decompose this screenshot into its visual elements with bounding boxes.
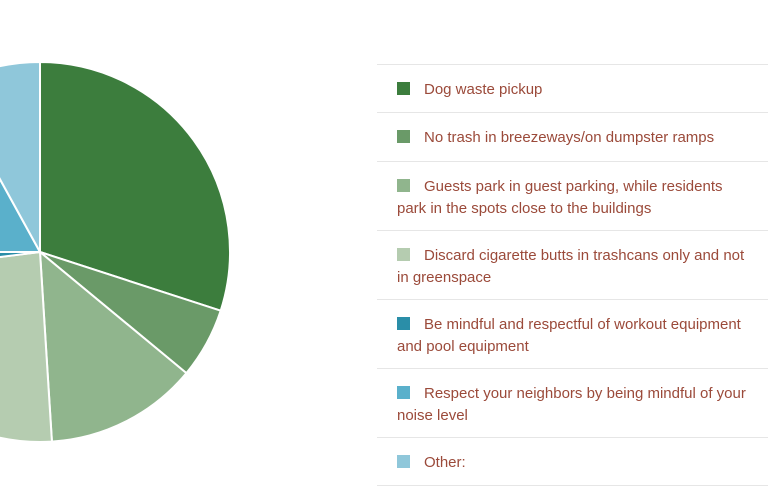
legend-label: Dog waste pickup <box>424 81 543 98</box>
legend-label: No trash in breezeways/on dumpster ramps <box>424 129 715 146</box>
legend-swatch <box>397 386 410 399</box>
legend-label: Be mindful and respectful of workout equ… <box>424 316 741 333</box>
legend-item: Other: <box>377 438 768 486</box>
legend-item: Be mindful and respectful of workout equ… <box>377 300 768 369</box>
legend-item: Respect your neighbors by being mindful … <box>377 369 768 438</box>
legend-swatch <box>397 317 410 330</box>
pie-slice-1[interactable] <box>39 60 231 312</box>
chart-legend: Dog waste pickup No trash in breezeways/o… <box>377 64 768 486</box>
legend-item: Discard cigarette butts in trashcans onl… <box>377 231 768 300</box>
legend-label-continued: park in the spots close to the buildings <box>397 200 652 217</box>
legend-label-continued: noise level <box>397 407 468 424</box>
legend-swatch <box>397 82 410 95</box>
legend-label: Guests park in guest parking, while resi… <box>424 178 723 195</box>
pie-chart <box>0 60 231 443</box>
legend-swatch <box>397 130 410 143</box>
pie-slice-7[interactable] <box>0 60 41 253</box>
legend-swatch <box>397 179 410 192</box>
legend-swatch <box>397 248 410 261</box>
legend-label: Respect your neighbors by being mindful … <box>424 385 746 402</box>
legend-label: Other: <box>424 454 466 471</box>
pie-slice-4[interactable] <box>0 250 53 443</box>
pie-slice-5[interactable] <box>0 251 41 276</box>
legend-item: Dog waste pickup <box>377 65 768 113</box>
legend-item: Guests park in guest parking, while resi… <box>377 162 768 231</box>
legend-label: Discard cigarette butts in trashcans onl… <box>424 247 745 264</box>
legend-label-continued: and pool equipment <box>397 338 529 355</box>
legend-item: No trash in breezeways/on dumpster ramps <box>377 113 768 162</box>
legend-label-continued: in greenspace <box>397 269 492 286</box>
pie-slice-3[interactable] <box>38 249 188 443</box>
legend-swatch <box>397 455 410 468</box>
